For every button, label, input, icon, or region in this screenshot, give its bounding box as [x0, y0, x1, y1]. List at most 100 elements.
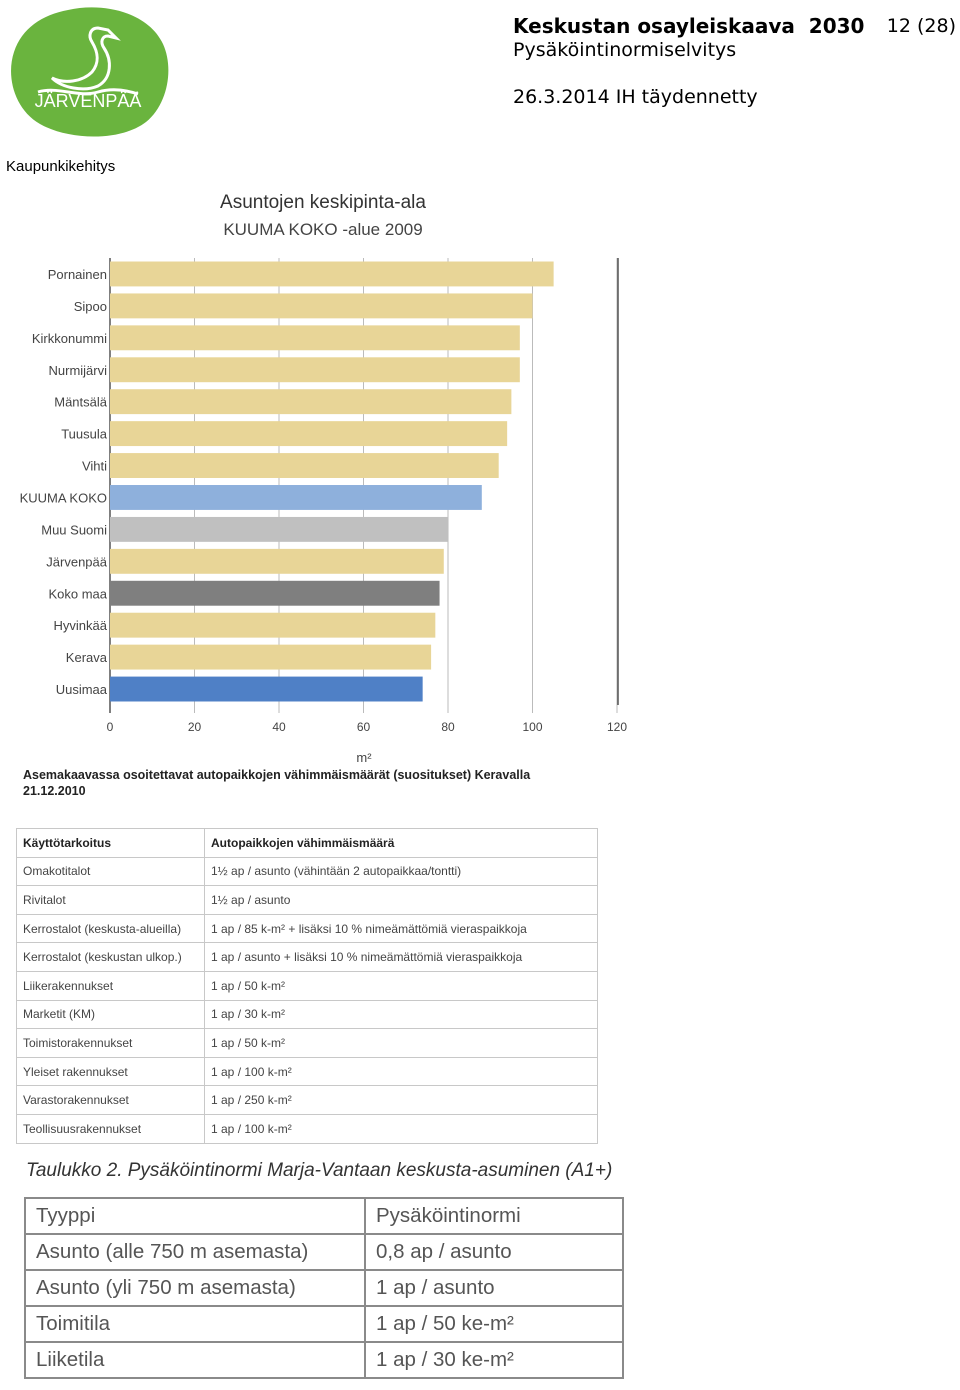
- table-row: Toimistorakennukset 1 ap / 50 k-m²: [16, 1028, 598, 1058]
- chart-subtitle: KUUMA KOKO -alue 2009: [223, 220, 422, 239]
- table-row: Asunto (alle 750 m asemasta) 0,8 ap / asu…: [24, 1233, 624, 1271]
- jarvenpaa-logo: JÄRVENPÄÄ: [11, 7, 169, 137]
- logo-swan-icon: [50, 26, 121, 91]
- x-tick-label: 60: [357, 720, 371, 734]
- kerava-parking-table: Käyttötarkoitus Autopaikkojen vähimmäismä…: [16, 828, 598, 1144]
- table-header-row: Käyttötarkoitus Autopaikkojen vähimmäismä…: [16, 828, 598, 858]
- document-date: 26.3.2014 IH täydennetty: [513, 86, 758, 108]
- category-label: Kirkkonummi: [32, 331, 107, 346]
- table-row: Yleiset rakennukset 1 ap / 100 k-m²: [16, 1056, 598, 1087]
- table-row: Teollisuusrakennukset 1 ap / 100 k-m²: [16, 1113, 598, 1144]
- table-cell: 1 ap / 250 k-m²: [204, 1085, 598, 1115]
- chart-title: Asuntojen keskipinta-ala: [220, 192, 426, 213]
- table-header-row: Tyyppi Pysäköintinormi: [24, 1197, 624, 1235]
- table-cell: Omakotitalot: [16, 856, 205, 887]
- column-header: Autopaikkojen vähimmäismäärä: [204, 828, 598, 858]
- document-title: Keskustan osayleiskaava 2030: [513, 14, 865, 38]
- logo-green-shape: [11, 7, 169, 137]
- bar: [110, 421, 508, 447]
- table-cell: Marketit (KM): [16, 999, 205, 1030]
- category-label: Vihti: [82, 459, 107, 474]
- bar: [110, 516, 448, 542]
- marjavantaa-parking-table: Tyyppi Pysäköintinormi Asunto (alle 750 m …: [24, 1197, 624, 1379]
- table-cell: 1 ap / 30 ke-m²: [364, 1341, 624, 1379]
- bar: [110, 485, 482, 510]
- category-label: KUUMA KOKO: [20, 490, 107, 505]
- table-cell: Pysäköintinormi: [364, 1197, 624, 1235]
- table-cell: 1 ap / 50 ke-m²: [364, 1305, 624, 1343]
- average-apartment-size-chart: Asuntojen keskipinta-ala KUUMA KOKO -alu…: [20, 192, 628, 765]
- table-cell: Tyyppi: [24, 1197, 366, 1235]
- table-cell: Asunto (yli 750 m asemasta): [24, 1269, 366, 1307]
- table-cell: Toimistorakennukset: [16, 1028, 205, 1058]
- table-cell: Yleiset rakennukset: [16, 1056, 205, 1087]
- x-axis-label: m²: [356, 750, 372, 765]
- table-cell: Liiketila: [24, 1341, 366, 1379]
- table-cell: Kerrostalot (keskusta-alueilla): [16, 913, 205, 944]
- bar: [110, 453, 499, 478]
- table-row: Liikerakennukset 1 ap / 50 k-m²: [16, 970, 598, 1001]
- x-tick-label: 0: [107, 720, 114, 734]
- table-row: Toimitila 1 ap / 50 ke-m²: [24, 1305, 624, 1343]
- table-cell: 1 ap / 50 k-m²: [204, 1028, 598, 1058]
- category-label: Järvenpää: [46, 554, 107, 569]
- bar: [110, 548, 444, 574]
- table-cell: Rivitalot: [16, 885, 205, 915]
- category-label: Koko maa: [48, 586, 107, 601]
- table-cell: 1 ap / 100 k-m²: [204, 1113, 598, 1144]
- table-cell: 1 ap / 100 k-m²: [204, 1056, 598, 1087]
- document-subtitle: Pysäköintinormiselvitys: [513, 39, 737, 61]
- category-label: Nurmijärvi: [49, 363, 108, 378]
- table-row: Kerrostalot (keskustan ulkop.) 1 ap / asu…: [16, 942, 598, 972]
- bar: [110, 325, 520, 351]
- table-row: Liiketila 1 ap / 30 ke-m²: [24, 1341, 624, 1379]
- bar: [110, 644, 432, 670]
- category-label: Kerava: [66, 650, 108, 665]
- table-cell: 1 ap / 50 k-m²: [204, 970, 598, 1001]
- table-cell: Asunto (alle 750 m asemasta): [24, 1233, 366, 1271]
- logo-text: JÄRVENPÄÄ: [35, 91, 142, 111]
- table-row: Omakotitalot 1½ ap / asunto (vähintään 2 …: [16, 856, 598, 887]
- table-cell: 1 ap / asunto + lisäksi 10 % nimeämättöm…: [204, 942, 598, 972]
- table-cell: Liikerakennukset: [16, 970, 205, 1001]
- x-tick-label: 120: [607, 720, 627, 734]
- x-tick-label: 40: [272, 720, 286, 734]
- table-cell: 1½ ap / asunto: [204, 885, 598, 915]
- table-cell: 1 ap / 85 k-m² + lisäksi 10 % nimeämättö…: [204, 913, 598, 944]
- bar: [110, 580, 440, 606]
- bar: [110, 676, 423, 702]
- category-label: Tuusula: [61, 427, 108, 442]
- kerava-section-title: Asemakaavassa osoitettavat autopaikkojen…: [23, 768, 531, 798]
- table-row: Asunto (yli 750 m asemasta) 1 ap / asunto: [24, 1269, 624, 1307]
- table-row: Rivitalot 1½ ap / asunto: [16, 885, 598, 915]
- category-label: Muu Suomi: [41, 522, 107, 537]
- table-cell: 1½ ap / asunto (vähintään 2 autopaikkaa/…: [204, 856, 598, 887]
- table-cell: Teollisuusrakennukset: [16, 1113, 205, 1144]
- category-label: Pornainen: [48, 267, 107, 282]
- table-cell: 0,8 ap / asunto: [364, 1233, 624, 1271]
- table-cell: Varastorakennukset: [16, 1085, 205, 1115]
- department-label: Kaupunkikehitys: [6, 158, 116, 175]
- table-cell: 1 ap / 30 k-m²: [204, 999, 598, 1030]
- category-label: Uusimaa: [56, 682, 108, 697]
- bar: [110, 293, 533, 319]
- column-header: Käyttötarkoitus: [16, 828, 205, 858]
- page-number: 12 (28): [886, 15, 956, 37]
- table-row: Varastorakennukset 1 ap / 250 k-m²: [16, 1085, 598, 1115]
- bar: [110, 261, 554, 287]
- x-tick-label: 20: [188, 720, 202, 734]
- bar: [110, 357, 520, 383]
- bar: [110, 612, 436, 638]
- x-tick-label: 80: [441, 720, 455, 734]
- logo-wave-icon: [37, 88, 139, 96]
- table-cell: Toimitila: [24, 1305, 366, 1343]
- table-row: Marketit (KM) 1 ap / 30 k-m²: [16, 999, 598, 1030]
- bar: [110, 389, 512, 415]
- x-tick-label: 100: [522, 720, 542, 734]
- category-label: Sipoo: [74, 299, 107, 314]
- category-label: Mäntsälä: [54, 395, 108, 410]
- table-cell: 1 ap / asunto: [364, 1269, 624, 1307]
- marjavantaa-table-title: Taulukko 2. Pysäköintinormi Marja-Vantaa…: [26, 1160, 613, 1181]
- table-cell: Kerrostalot (keskustan ulkop.): [16, 942, 205, 972]
- category-label: Hyvinkää: [54, 618, 108, 633]
